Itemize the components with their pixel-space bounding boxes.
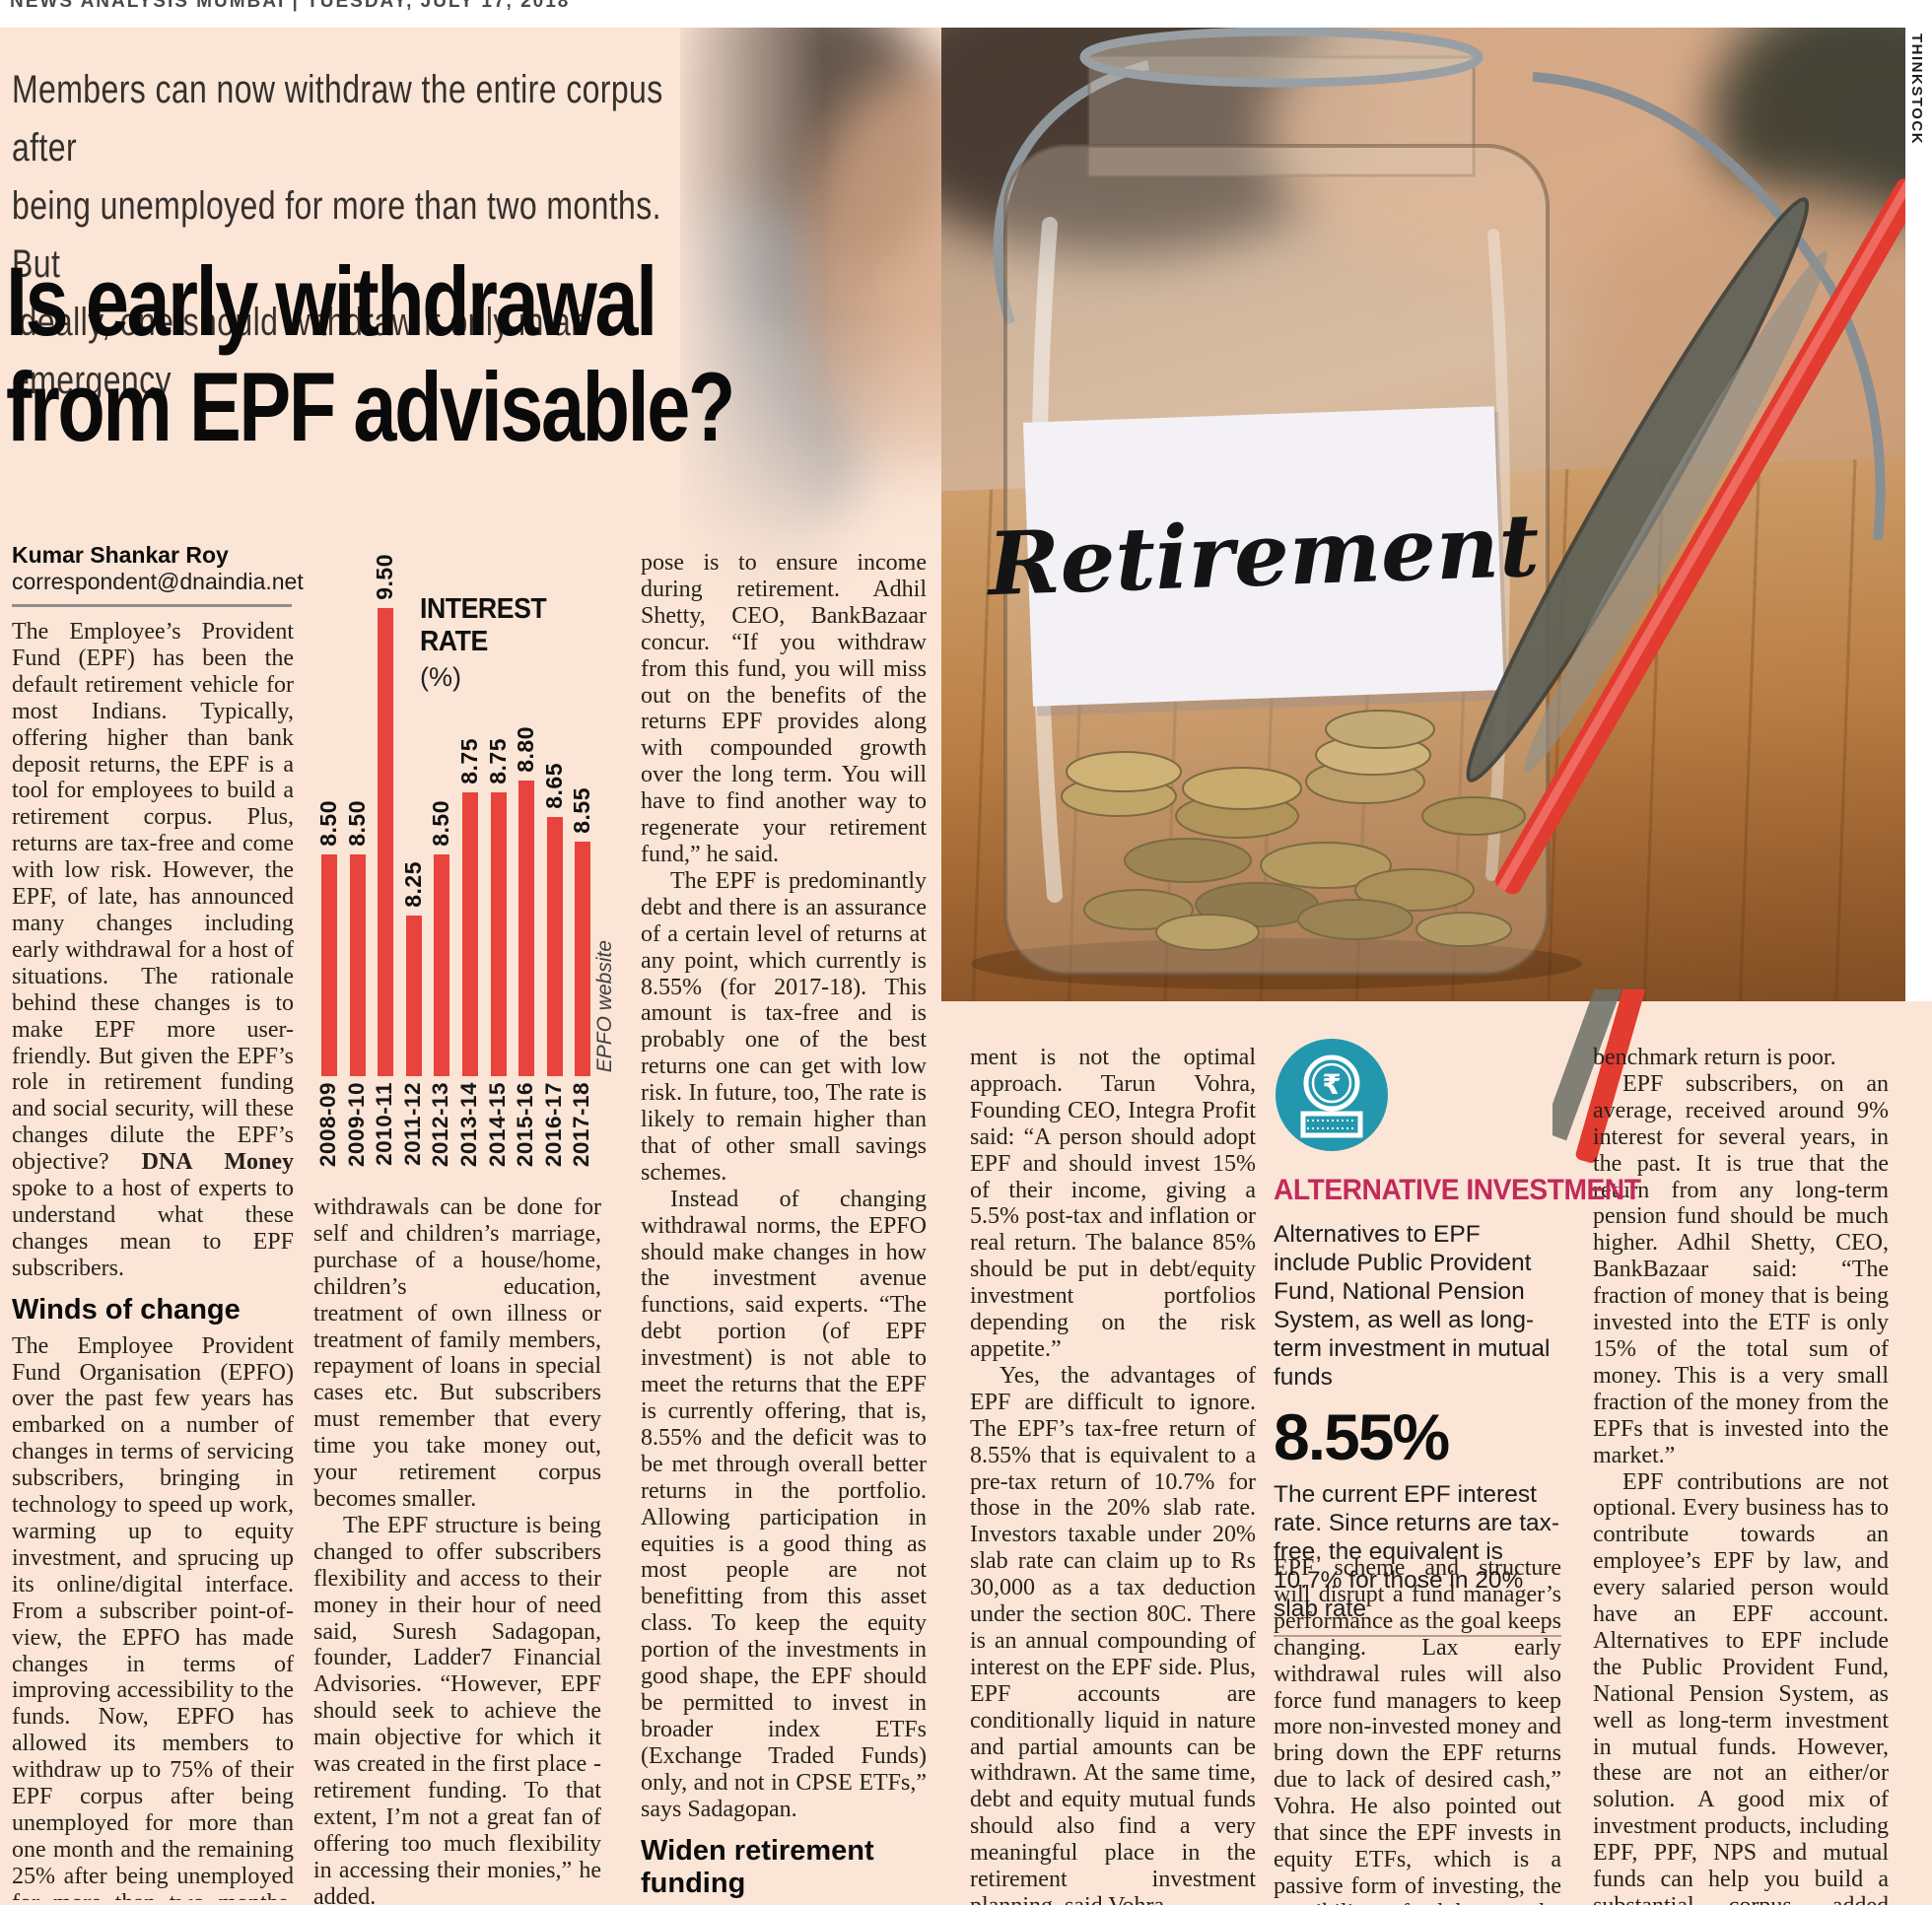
- bar-value-label: 8.75: [456, 738, 482, 784]
- bar-value-label: 8.80: [513, 726, 539, 773]
- body-paragraph: withdrawals can be done for self and chi…: [313, 1194, 601, 1512]
- body-paragraph: Yes, the advantages of EPF are difficult…: [970, 1362, 1256, 1905]
- jar-clasp-left: [993, 60, 1150, 325]
- year-axis-label: 2016-17: [540, 1082, 566, 1168]
- chart-title: INTEREST RATE (%): [420, 593, 609, 693]
- body-paragraph: pose is to ensure income during retireme…: [641, 550, 927, 867]
- body-paragraph: EPF scheme and structure will disrupt a …: [1274, 1555, 1561, 1905]
- bar-value-label: 8.25: [399, 861, 426, 908]
- page-right-margin: THINKSTOCK: [1905, 0, 1932, 1001]
- year-axis-label: 2014-15: [484, 1082, 510, 1168]
- bar-2013-14: [462, 792, 478, 1076]
- bar-2014-15: [490, 792, 507, 1076]
- byline-author: Kumar Shankar Roy: [12, 542, 229, 568]
- photo-edge-blur: [680, 28, 941, 668]
- bar-value-label: 8.65: [540, 763, 567, 809]
- lid-and-pencil: [1466, 177, 1905, 895]
- byline-email: correspondent@dnaindia.net: [12, 569, 304, 594]
- bar-value-label: 8.75: [484, 738, 511, 784]
- jar-shadow: [971, 938, 1582, 989]
- body-paragraph: The EPF structure is being changed to of…: [313, 1512, 601, 1905]
- photo-credit: THINKSTOCK: [1908, 34, 1925, 146]
- section-subhead: Winds of change: [12, 1293, 241, 1326]
- bar-2009-10: [349, 854, 366, 1076]
- year-axis-label: 2012-13: [428, 1082, 453, 1168]
- altbox-stat: 8.55%: [1274, 1400, 1450, 1473]
- altbox-title: ALTERNATIVE INVESTMENT: [1274, 1174, 1641, 1206]
- body-paragraph: Instead of changing withdrawal norms, th…: [641, 1186, 927, 1822]
- jar-rim: [1079, 28, 1484, 88]
- bar-value-label: 8.50: [315, 800, 341, 847]
- masthead-text: NEWS ANALYSIS MUMBAI | TUESDAY, JULY 17,…: [10, 0, 571, 12]
- body-column-4: ment is not the optimal approach. Tarun …: [970, 1045, 1256, 1905]
- headline-line-1: Is early withdrawal: [6, 246, 657, 356]
- body-paragraph: ment is not the optimal approach. Tarun …: [970, 1045, 1256, 1362]
- masthead-strip: NEWS ANALYSIS MUMBAI | TUESDAY, JULY 17,…: [0, 0, 1932, 28]
- byline: Kumar Shankar Roy correspondent@dnaindia…: [12, 542, 304, 607]
- chart-unit-label: (%): [420, 662, 461, 692]
- body-paragraph: The Employee’s Provident Fund (EPF) has …: [12, 619, 294, 1281]
- jar-illustration: Retirement: [971, 28, 1905, 989]
- coins: [1061, 710, 1526, 951]
- bar-2010-11: [378, 608, 394, 1076]
- body-column-3: pose is to ensure income during retireme…: [641, 550, 927, 1905]
- bar-2012-13: [434, 854, 450, 1076]
- bar-value-label: 9.50: [372, 554, 398, 600]
- headline: Is early withdrawal from EPF advisable?: [6, 248, 779, 459]
- standfirst: Members can now withdraw the entire corp…: [12, 61, 690, 410]
- jar-label: Retirement: [984, 406, 1542, 716]
- jar-label-text: Retirement: [984, 494, 1542, 616]
- chart-title-text: INTEREST RATE: [420, 593, 547, 657]
- body-paragraph: benchmark return is poor.: [1593, 1045, 1836, 1070]
- body-column-5: EPF scheme and structure will disrupt a …: [1274, 1555, 1561, 1905]
- bar-2016-17: [546, 817, 563, 1076]
- section-subhead: Widen retirement funding: [641, 1834, 874, 1899]
- bar-2008-09: [321, 854, 337, 1076]
- body-paragraph: EPF subscribers, on an average, received…: [1593, 1070, 1889, 1468]
- headline-line-2: from EPF advisable?: [6, 352, 735, 461]
- year-axis-label: 2009-10: [343, 1082, 369, 1168]
- year-axis-label: 2015-16: [513, 1082, 538, 1168]
- standfirst-line-3: ideally, one should withdraw it only in …: [12, 301, 589, 402]
- photo-fade: [680, 28, 941, 668]
- year-axis-label: 2013-14: [456, 1082, 481, 1168]
- standfirst-line-1: Members can now withdraw the entire corp…: [12, 68, 663, 170]
- bar-2011-12: [405, 916, 422, 1076]
- body-paragraph: The EPF is predominantly debt and there …: [641, 867, 927, 1186]
- bar-value-label: 8.55: [569, 787, 595, 834]
- bar-value-label: 8.50: [343, 800, 370, 847]
- body-paragraph: EPF contributions are not optional. Ever…: [1593, 1468, 1889, 1905]
- year-axis-label: 2017-18: [569, 1082, 594, 1168]
- chart-year-axis: 2008-09 2009-10 2010-11 2011-12 2012-13 2013-…: [313, 1080, 609, 1196]
- jar-highlight-2: [1485, 229, 1510, 881]
- altbox-caption: The current EPF interest rate. Since ret…: [1274, 1481, 1560, 1622]
- year-axis-label: 2010-11: [372, 1082, 397, 1166]
- alternative-investment-box: ₹ ALTERNATIVE INVESTMENT Alternatives to…: [1274, 1037, 1641, 1637]
- bar-value-label: 8.50: [428, 800, 454, 847]
- body-paragraph: The Employee Provident Fund Organisation…: [12, 1332, 294, 1900]
- byline-rule: [12, 604, 292, 607]
- altbox-rule: [1274, 1635, 1561, 1637]
- year-axis-label: 2008-09: [315, 1082, 340, 1168]
- body-column-6: benchmark return is poor. EPF subscribers…: [1593, 1045, 1889, 1905]
- bar-2017-18: [575, 842, 591, 1076]
- jar-clasp-right: [1532, 72, 1886, 541]
- interest-rate-chart: INTEREST RATE (%) EPFO website 8.50 8.50 9…: [313, 548, 616, 1076]
- bar-2015-16: [518, 781, 535, 1076]
- standfirst-line-2: being unemployed for more than two month…: [12, 184, 661, 286]
- svg-text:₹: ₹: [1322, 1068, 1341, 1101]
- rupee-investment-icon: ₹: [1276, 1039, 1388, 1151]
- altbox-body: Alternatives to EPF include Public Provi…: [1274, 1221, 1551, 1391]
- retirement-jar-photo: Retirement: [941, 28, 1905, 1001]
- body-column-2: withdrawals can be done for self and chi…: [313, 1194, 601, 1905]
- body-column-1: The Employee’s Provident Fund (EPF) has …: [12, 619, 294, 1900]
- chart-source: EPFO website: [593, 939, 617, 1072]
- year-axis-label: 2011-12: [399, 1082, 425, 1166]
